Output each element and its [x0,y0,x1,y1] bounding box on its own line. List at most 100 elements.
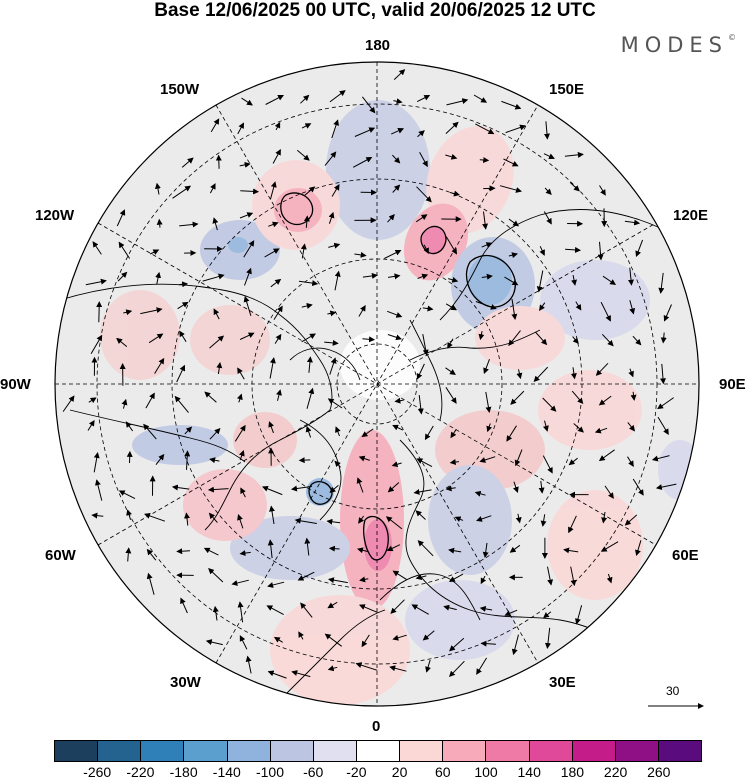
wind-vector [331,119,339,139]
wind-vector [212,217,219,231]
coastlines [59,209,699,701]
wind-vector [267,670,287,679]
wind-vector [449,637,465,652]
wind-vector [387,334,402,341]
wind-vector [445,485,456,492]
wind-vector [575,605,583,625]
wind-vector [448,573,464,582]
wind-vector [177,301,189,310]
wind-vector [183,512,190,526]
wind-vector [327,665,338,672]
wind-vector [416,95,431,103]
wind-vector [362,272,378,279]
wind-vector [570,566,577,587]
wind-vector [390,599,405,614]
wind-vector [155,453,165,466]
wind-vector [448,276,459,283]
wind-vector [571,390,584,405]
wind-vector [539,302,546,312]
wind-vector [179,221,199,228]
wind-vector [504,276,519,286]
wind-vector [90,334,103,354]
wind-vector [445,153,458,160]
wind-vector [416,186,432,203]
wind-vector [506,425,517,442]
colorbar-cell [486,741,530,761]
wind-vector [209,427,221,440]
wind-vector [202,273,225,282]
wind-vector [543,611,552,619]
wind-vector [155,271,162,285]
wind-vector [149,249,160,255]
wind-vector [390,128,405,135]
height-contours [280,192,516,561]
lon-label-90e: 90E [719,376,746,393]
wind-vector [571,275,577,286]
wind-vector [117,271,128,282]
lon-label-90w: 90W [0,376,31,393]
wind-vector [172,185,192,199]
wind-vector [174,395,189,413]
wind-vector [237,514,244,529]
colorbar-cell [529,741,573,761]
wind-vector [301,302,313,309]
colorbar-cell [55,741,99,761]
colorbar-tick-label: 180 [560,764,585,780]
wind-vector [598,449,615,462]
wind-vector [358,604,378,613]
colorbar-cell [658,741,702,761]
wind-vector [146,548,157,561]
wind-vector [629,300,636,315]
wind-vector [267,539,274,559]
wind-vector [88,397,97,404]
wind-vector [483,359,490,375]
wind-vector [392,570,407,580]
wind-vector [335,426,341,437]
wind-vector [239,550,251,557]
wind-vector [482,542,489,558]
wind-vector [543,420,549,432]
wind-vector [600,301,611,322]
wind-vector [508,218,520,227]
wind-vector [326,518,341,525]
wind-vector [143,423,157,440]
wind-vector [276,389,282,401]
wind-vector [291,670,311,678]
copyright-mark: © [728,33,736,42]
wind-vector [291,485,312,492]
colorbar-cell [270,741,314,761]
wind-vector [240,188,260,195]
wind-vector [244,267,252,286]
wind-vector [300,602,313,618]
wind-vector [538,480,545,494]
wind-vector [298,280,319,287]
wind-vector [513,481,519,493]
wind-vector [474,490,486,497]
wind-vector [148,333,164,344]
wind-vector [212,605,219,621]
reference-vector-label: 30 [666,684,680,698]
wind-vector [328,545,340,552]
colorbar-tick-label: -180 [169,764,198,780]
wind-vector [210,118,220,133]
wind-vector [542,455,553,474]
wind-vector [324,633,342,647]
wind-vector [536,270,544,293]
lon-label-150e: 150E [549,81,585,98]
lon-label-150w: 150W [160,81,200,98]
wind-vector [597,241,604,261]
wind-vector [334,270,341,291]
wind-vector [297,571,315,581]
wind-vector [424,425,434,441]
wind-vector [329,357,337,375]
wind-vector [268,421,274,434]
wind-vector [204,391,217,403]
wind-vector [393,98,403,105]
wind-vector [216,362,223,375]
map-disc [55,62,699,706]
wind-vector [482,211,489,230]
wind-vector [273,305,283,320]
wind-vector [96,301,103,323]
map-title: Base 12/06/2025 00 UTC, valid 20/06/2025… [154,0,596,21]
wind-vector [411,604,429,615]
